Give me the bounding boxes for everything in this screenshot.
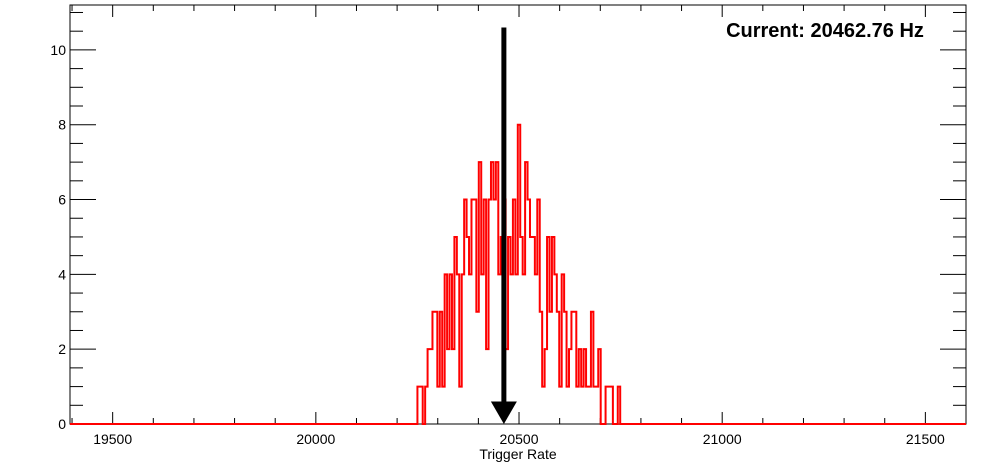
x-tick-label: 21000 <box>703 431 742 447</box>
current-rate-arrow-head <box>490 401 517 424</box>
y-tick-label: 8 <box>58 117 66 133</box>
chart-axes <box>69 4 967 425</box>
histogram-series-line <box>70 123 966 425</box>
y-tick-label: 0 <box>58 416 66 432</box>
x-tick-label: 20500 <box>500 431 539 447</box>
y-tick-label: 10 <box>50 42 66 58</box>
plot-frame <box>69 4 967 425</box>
x-tick-label: 20000 <box>296 431 335 447</box>
x-tick-label: 19500 <box>93 431 132 447</box>
x-tick-label: 21500 <box>906 431 945 447</box>
y-tick-label: 6 <box>58 192 66 208</box>
chart-marks <box>70 27 966 425</box>
y-tick-label: 4 <box>58 266 66 282</box>
y-tick-label: 2 <box>58 341 66 357</box>
x-axis-title: Trigger Rate <box>479 446 557 462</box>
current-rate-label: Current: 20462.76 Hz <box>726 20 924 42</box>
chart-labels: 19500 20000 20500 21000 21500 0 2 4 6 8 10 Current:… <box>50 20 945 462</box>
